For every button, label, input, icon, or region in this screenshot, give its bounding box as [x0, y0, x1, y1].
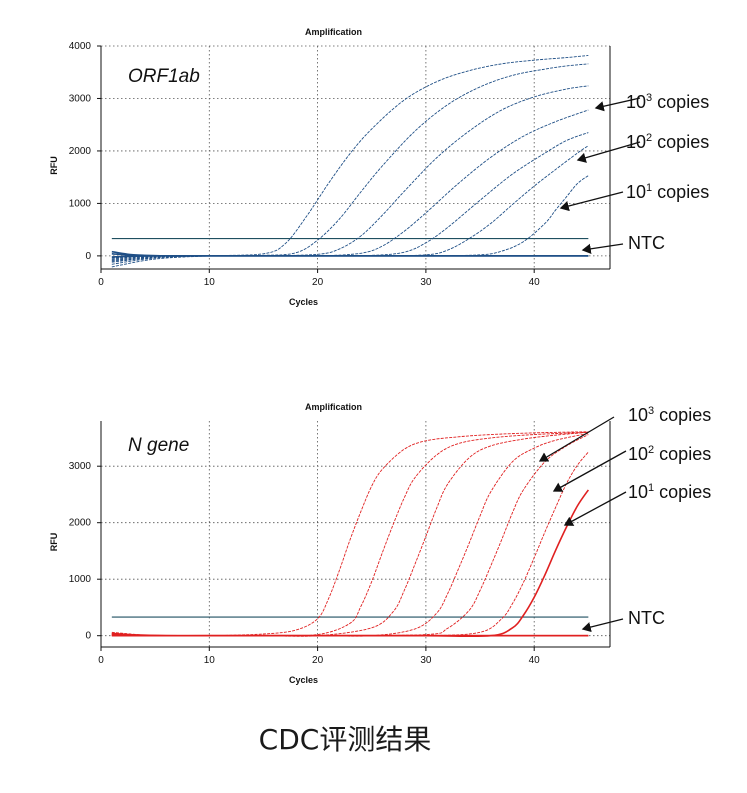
amplification-curve	[111, 431, 589, 637]
y-tick-label: 2000	[69, 146, 92, 157]
annotation-arrow	[559, 191, 624, 212]
amplification-curve	[111, 85, 589, 263]
amplification-curve	[111, 489, 590, 638]
chart-title: Amplification	[305, 402, 362, 412]
amplification-curve	[111, 431, 589, 637]
series-group	[111, 54, 589, 268]
annotation-1e3: 103 copies	[626, 92, 710, 112]
figure-caption: CDC评测结果	[258, 723, 432, 756]
x-tick-label: 30	[420, 655, 432, 666]
chart-svg: 0 10 20 30 40 0 1000 2000 3000 Amplification Cycle…	[49, 402, 627, 685]
y-tick-label: 0	[85, 251, 91, 262]
chart-title: Amplification	[305, 27, 362, 37]
annotation-1e1: 101 copies	[628, 482, 712, 502]
y-tick-label: 1000	[69, 198, 92, 209]
x-tick-label: 20	[312, 655, 324, 666]
chart-n-gene: 0 10 20 30 40 0 1000 2000 3000 Amplification Cycle…	[0, 395, 747, 735]
x-tick-label: 10	[204, 655, 216, 666]
annotation-1e1: 101 copies	[626, 182, 710, 202]
x-tick-label: 30	[420, 277, 432, 288]
amplification-curve	[111, 634, 589, 637]
x-tick-label: 40	[529, 277, 541, 288]
amplification-curve	[111, 132, 589, 261]
target-label: N gene	[128, 435, 190, 456]
annotation-ntc: NTC	[628, 608, 665, 628]
annotation-arrow	[581, 618, 624, 633]
x-tick-label: 40	[529, 655, 541, 666]
series-group	[111, 431, 590, 638]
amplification-curve	[111, 451, 589, 637]
amplification-curve	[111, 434, 589, 637]
x-tick-label: 0	[98, 655, 104, 666]
annotation-arrow	[581, 243, 624, 254]
y-tick-label: 3000	[69, 461, 92, 472]
x-tick-label: 20	[312, 277, 324, 288]
y-axis-label: RFU	[49, 156, 59, 175]
annotation-arrow	[552, 450, 627, 492]
amplification-curve	[111, 63, 589, 265]
annotation-arrow	[538, 416, 615, 462]
chart-svg: 0 10 20 30 40 0 1000 2000 3000 4000 Amplification C…	[49, 27, 641, 307]
target-label: ORF1ab	[128, 66, 200, 87]
annotation-1e2: 102 copies	[628, 444, 712, 464]
annotation-1e3: 103 copies	[628, 405, 712, 425]
y-axis-label: RFU	[49, 533, 59, 552]
y-tick-label: 2000	[69, 518, 92, 529]
annotation-arrow	[576, 141, 641, 163]
x-axis-label: Cycles	[289, 675, 318, 685]
amplification-curve	[111, 252, 589, 257]
amplification-curve	[111, 145, 589, 260]
annotation-arrow	[563, 491, 627, 526]
chart-orf1ab: 0 10 20 30 40 0 1000 2000 3000 4000 Amplification C…	[0, 20, 747, 360]
annotation-arrow	[594, 97, 641, 112]
x-tick-label: 0	[98, 277, 104, 288]
x-tick-label: 10	[204, 277, 216, 288]
amplification-curve	[111, 432, 589, 637]
y-tick-label: 3000	[69, 93, 92, 104]
amplification-curve	[111, 431, 589, 637]
y-tick-label: 0	[85, 631, 91, 642]
annotation-ntc: NTC	[628, 233, 665, 253]
y-tick-label: 4000	[69, 41, 92, 52]
x-axis-label: Cycles	[289, 297, 318, 307]
annotation-1e2: 102 copies	[626, 132, 710, 152]
y-tick-label: 1000	[69, 574, 92, 585]
amplification-curve	[111, 175, 589, 259]
